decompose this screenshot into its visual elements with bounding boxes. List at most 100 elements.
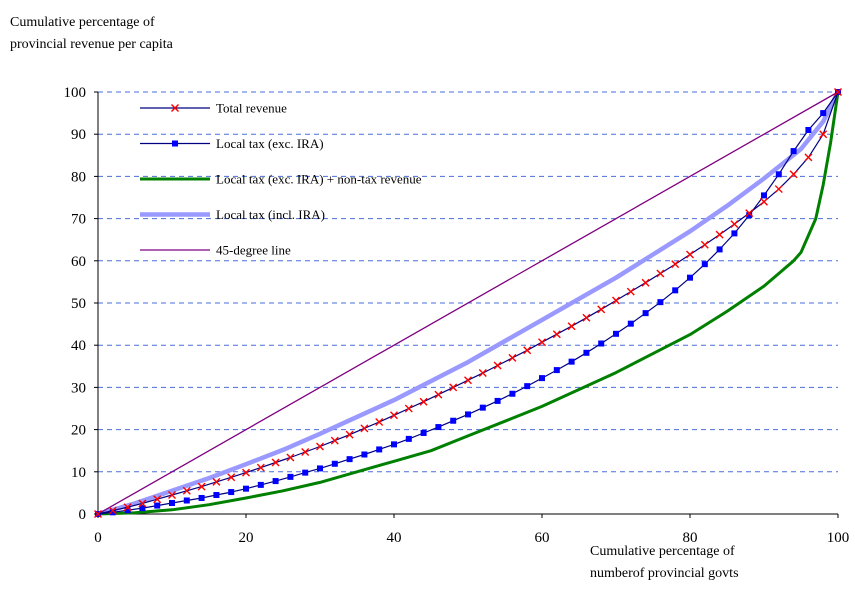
series-1-point-4 [154, 502, 161, 509]
series-0-point-39 [671, 260, 680, 269]
y-tick-label-100: 100 [64, 85, 87, 101]
series-0-point-7 [197, 482, 206, 491]
series-0-point-23 [434, 390, 443, 399]
series-0-point-9 [227, 473, 236, 482]
series-0-point-44 [745, 209, 754, 218]
series-0-point-12 [271, 458, 280, 467]
series-1-point-33 [583, 349, 590, 356]
series-0-point-41 [700, 240, 709, 249]
series-0-point-47 [789, 170, 798, 179]
series-0-point-34 [597, 305, 606, 314]
y-tick-label-80: 80 [71, 169, 86, 185]
series-1-point-27 [494, 397, 501, 404]
series-1-point-22 [420, 429, 427, 436]
series-group [94, 88, 842, 518]
legend-marker-1 [172, 140, 178, 147]
series-1-point-35 [613, 330, 619, 337]
series-0-point-19 [375, 418, 384, 426]
series-1-point-31 [553, 367, 560, 374]
series-2-line [97, 91, 840, 516]
series-0-point-13 [286, 453, 295, 462]
series-0-point-10 [242, 468, 250, 477]
series-1-point-34 [598, 340, 605, 347]
series-0-point-20 [390, 411, 398, 420]
y-tick-label-70: 70 [71, 212, 86, 228]
series-1-point-47 [790, 148, 797, 155]
legend-label-2: Local tax (exc. IRA) + non-tax revenue [216, 172, 422, 187]
series-1-point-11 [257, 481, 264, 488]
series-1-point-17 [346, 456, 353, 463]
series-0-point-15 [316, 442, 324, 451]
x-axis-title: Cumulative percentage of numberof provin… [590, 541, 739, 585]
y-tick-label-60: 60 [71, 254, 86, 270]
y-axis-title-line-2: provincial revenue per capita [10, 37, 173, 52]
legend-label-4: 45-degree line [216, 243, 291, 258]
series-1-point-45 [761, 192, 767, 199]
x-tick-label-80: 80 [683, 530, 698, 546]
x-tick-label-60: 60 [535, 530, 550, 546]
y-tick-label-90: 90 [71, 127, 86, 143]
series-3-line [97, 90, 841, 517]
series-0-point-37 [641, 278, 650, 287]
series-0-point-1 [108, 506, 117, 515]
series-0-point-5 [168, 491, 176, 500]
series-1-point-32 [568, 358, 575, 365]
series-1-point-36 [627, 320, 634, 327]
series-0-point-27 [493, 361, 502, 370]
series-1-point-18 [361, 451, 368, 458]
series-0-point-17 [345, 430, 354, 439]
series-1-point-15 [317, 465, 323, 472]
series-0-point-40 [686, 250, 694, 259]
y-tick-label-20: 20 [71, 423, 86, 439]
series-0-point-11 [256, 463, 265, 472]
series-0-point-42 [715, 230, 724, 239]
series-0-point-16 [330, 436, 339, 445]
y-axis-title-line-1: Cumulative percentage of [10, 15, 155, 30]
tick-labels: 0 10 20 30 40 50 60 70 80 90 100 0 20 40 60 80 100 [64, 85, 850, 546]
series-0-point-14 [301, 447, 310, 456]
x-axis-title-line-2: numberof provincial govts [590, 566, 739, 581]
series-1-point-3 [139, 505, 146, 512]
x-tick-label-0: 0 [94, 530, 102, 546]
x-tick-label-20: 20 [239, 530, 254, 546]
series-1-point-26 [479, 404, 486, 411]
series-0-point-30 [538, 338, 546, 347]
legend-label-0: Total revenue [216, 101, 287, 116]
series-1-point-41 [701, 261, 708, 268]
series-1-point-9 [228, 489, 235, 496]
series-1-point-40 [687, 274, 693, 281]
series-1-point-13 [287, 473, 294, 480]
series-1-point-30 [539, 375, 545, 382]
legend-label-3: Local tax (incl. IRA) [216, 207, 325, 222]
series-0-point-4 [153, 495, 162, 504]
y-tick-label-10: 10 [71, 465, 86, 481]
y-axis-title: Cumulative percentage of provincial reve… [10, 12, 173, 56]
legend: Total revenue Local tax (exc. IRA) Local t… [140, 101, 422, 258]
x-tick-label-100: 100 [827, 530, 850, 546]
series-1-point-6 [183, 497, 190, 504]
series-1-point-14 [302, 469, 309, 476]
series-1-point-16 [331, 460, 338, 467]
series-0-point-46 [774, 185, 783, 194]
series-1-point-38 [657, 299, 664, 306]
series-0-point-24 [449, 383, 458, 392]
series-1-point-5 [169, 500, 175, 507]
series-0-point-49 [819, 130, 828, 139]
series-0-point-8 [212, 477, 221, 486]
series-0-point-35 [612, 296, 620, 305]
series-1-point-19 [376, 446, 383, 453]
series-0-point-36 [626, 287, 635, 296]
series-1-point-12 [272, 478, 279, 485]
series-1-point-10 [243, 485, 249, 492]
series-0-point-45 [760, 197, 768, 206]
series-0-point-3 [138, 499, 147, 508]
series-1-point-42 [716, 246, 723, 253]
series-0-point-21 [404, 404, 413, 413]
series-0-point-38 [656, 269, 665, 278]
series-1-point-1 [109, 509, 116, 516]
series-0-point-26 [478, 369, 487, 378]
series-0-point-29 [523, 346, 532, 355]
series-1-point-7 [198, 494, 205, 501]
y-tick-label-0: 0 [79, 507, 87, 523]
